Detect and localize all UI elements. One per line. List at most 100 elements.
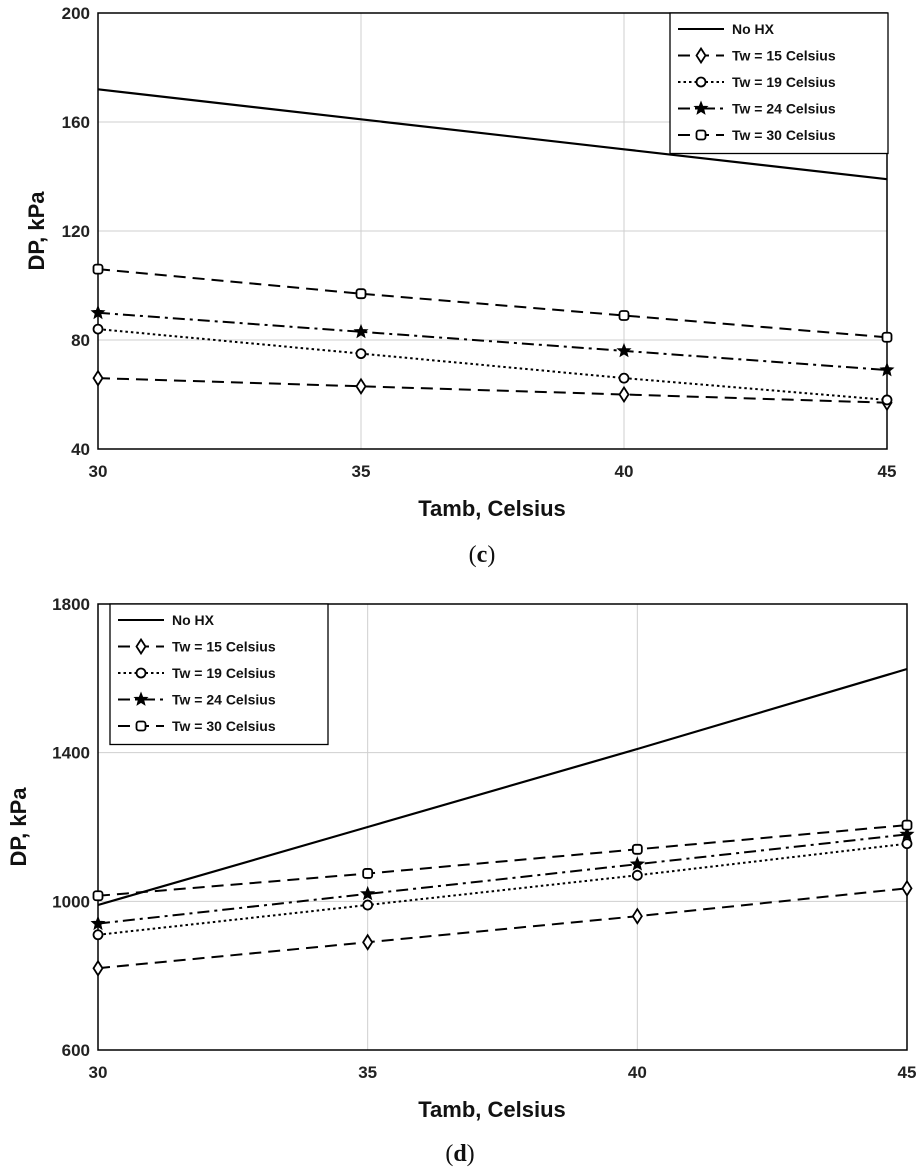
panel-c-y-tick-label: 160 xyxy=(62,113,90,132)
panel-d-data-point xyxy=(901,838,913,850)
panel-c-data-point xyxy=(881,394,893,406)
panel-c-data-point xyxy=(618,385,630,404)
panel-c-y-tick-label: 40 xyxy=(71,440,90,459)
panel-c-data-point xyxy=(355,377,367,395)
panel-d-data-point xyxy=(631,869,643,881)
panel-d-caption-open: ( xyxy=(445,1141,453,1167)
panel-d-series-line xyxy=(97,887,908,970)
panel-d-data-point xyxy=(362,933,374,951)
panel-d-data-point xyxy=(631,907,643,925)
panel-d-data-point xyxy=(899,826,915,841)
panel-c-x-axis-label: Tamb, Celsius xyxy=(418,496,566,521)
panel-c-data-point xyxy=(881,331,893,343)
panel-d-data-point xyxy=(901,879,913,897)
panel-c-legend-marker xyxy=(695,76,707,88)
panel-c-series-line xyxy=(97,311,888,371)
panel-c-legend-label: Tw = 19 Celsius xyxy=(732,74,836,90)
panel-c-legend-label: Tw = 15 Celsius xyxy=(732,48,836,64)
panel-d-caption-close: ) xyxy=(467,1141,475,1167)
panel-c-data-point xyxy=(353,323,369,339)
panel-d-data-point xyxy=(92,890,104,902)
panel-c-legend: No HX Tw = 15 Celsius Tw = 19 Celsius Tw = … xyxy=(669,12,889,155)
panel-d-y-tick-label: 1800 xyxy=(52,595,90,614)
panel-c-x-tick-label: 30 xyxy=(89,462,108,481)
panel-d-series-3 xyxy=(90,826,915,931)
panel-c-data-point xyxy=(90,304,106,320)
panel-c-series-4 xyxy=(92,263,893,343)
panel-c-grid xyxy=(98,13,887,449)
panel-c-legend-entry: Tw = 15 Celsius xyxy=(678,46,836,65)
panel-d-caption: (d) xyxy=(445,1141,474,1167)
panel-d-legend: No HX Tw = 15 Celsius Tw = 19 Celsius Tw = … xyxy=(109,603,329,746)
panel-d-legend-marker xyxy=(135,637,147,656)
panel-d-series-4 xyxy=(92,819,913,902)
panel-c-legend-entry: Tw = 30 Celsius xyxy=(678,127,836,143)
panel-c-series-group xyxy=(90,88,895,412)
panel-c-legend-label: No HX xyxy=(732,21,775,37)
panel-c-series-line xyxy=(97,377,888,404)
panel-d-x-tick-label: 45 xyxy=(898,1063,917,1082)
panel-c-series-line xyxy=(97,268,888,339)
panel-d-y-tick-label: 1000 xyxy=(52,892,90,911)
panel-c-x-tick-label: 35 xyxy=(352,462,371,481)
panel-d-data-point xyxy=(362,899,374,911)
panel-d-data-point xyxy=(90,915,106,931)
panel-d-x-tick-label: 40 xyxy=(628,1063,647,1082)
panel-c-legend-entry: No HX xyxy=(678,21,775,37)
panel-d-series-0 xyxy=(97,667,908,907)
panel-c-legend-marker xyxy=(695,46,707,65)
panel-c-data-point xyxy=(618,310,630,321)
panel-c-data-point xyxy=(879,362,895,377)
panel-c-chart: 30 35 40 45 40 80 120 160 200 Tamb, Celsius DP, … xyxy=(24,4,896,568)
panel-c-data-point xyxy=(618,372,630,384)
panel-c-legend-entry: Tw = 24 Celsius xyxy=(678,101,836,117)
panel-d-series-line xyxy=(97,667,908,907)
panel-c-caption: (c) xyxy=(469,542,496,568)
panel-c-caption-open: ( xyxy=(469,542,477,568)
panel-d-legend-entry: Tw = 30 Celsius xyxy=(118,718,276,734)
panel-c-data-point xyxy=(616,342,632,358)
panel-d-legend-label: Tw = 19 Celsius xyxy=(172,665,276,681)
panel-d-legend-box xyxy=(109,603,329,746)
panel-d-x-tick-label: 30 xyxy=(89,1063,108,1082)
panel-c-tick-labels: 30 35 40 45 40 80 120 160 200 xyxy=(62,4,897,481)
panel-d-data-point xyxy=(92,959,104,977)
panel-d-legend-label: Tw = 24 Celsius xyxy=(172,692,276,708)
panel-c-series-3 xyxy=(90,304,895,377)
panel-d-series-2 xyxy=(92,838,913,941)
panel-d-data-point xyxy=(631,843,643,855)
panel-d-legend-label: Tw = 30 Celsius xyxy=(172,718,276,734)
panel-d-legend-entry: No HX xyxy=(118,612,215,628)
panel-d-x-axis-label: Tamb, Celsius xyxy=(418,1097,566,1122)
panel-d-legend-marker xyxy=(135,667,147,679)
panel-c-data-point xyxy=(92,369,104,387)
panel-c-data-point xyxy=(92,263,104,275)
panel-c-y-tick-label: 120 xyxy=(62,222,90,241)
panel-d-data-point xyxy=(901,819,913,831)
panel-d-data-point xyxy=(362,868,374,879)
panel-d-legend-marker xyxy=(133,691,149,706)
panel-c-legend-label: Tw = 24 Celsius xyxy=(732,101,836,117)
panel-d-legend-marker xyxy=(135,720,147,732)
panel-d-tick-labels: 30 35 40 45 600 1000 1400 1800 xyxy=(52,595,916,1082)
panel-d-data-point xyxy=(359,885,376,901)
panel-d-chart: 30 35 40 45 600 1000 1400 1800 Tamb, Celsius DP… xyxy=(6,595,916,1167)
panel-d-legend-entry: Tw = 24 Celsius xyxy=(118,692,276,708)
panel-d-legend-label: Tw = 15 Celsius xyxy=(172,639,276,655)
panel-d-legend-entry: Tw = 15 Celsius xyxy=(118,637,276,656)
panel-d-y-tick-label: 600 xyxy=(62,1041,90,1060)
panel-d-series-group xyxy=(90,667,915,977)
panel-d-legend-entry: Tw = 19 Celsius xyxy=(118,665,276,681)
panel-c-y-tick-label: 200 xyxy=(62,4,90,23)
panel-d-series-line xyxy=(97,833,908,925)
panel-c-legend-marker xyxy=(695,129,707,141)
panel-c-caption-close: ) xyxy=(487,542,495,568)
panel-d-data-point xyxy=(629,856,645,871)
panel-d-legend-label: No HX xyxy=(172,612,215,628)
panel-c-x-tick-label: 45 xyxy=(878,462,897,481)
panel-c-legend-entry: Tw = 19 Celsius xyxy=(678,74,836,90)
panel-d-data-point xyxy=(92,929,104,941)
panel-d-x-tick-label: 35 xyxy=(358,1063,377,1082)
panel-c-data-point xyxy=(355,348,367,360)
